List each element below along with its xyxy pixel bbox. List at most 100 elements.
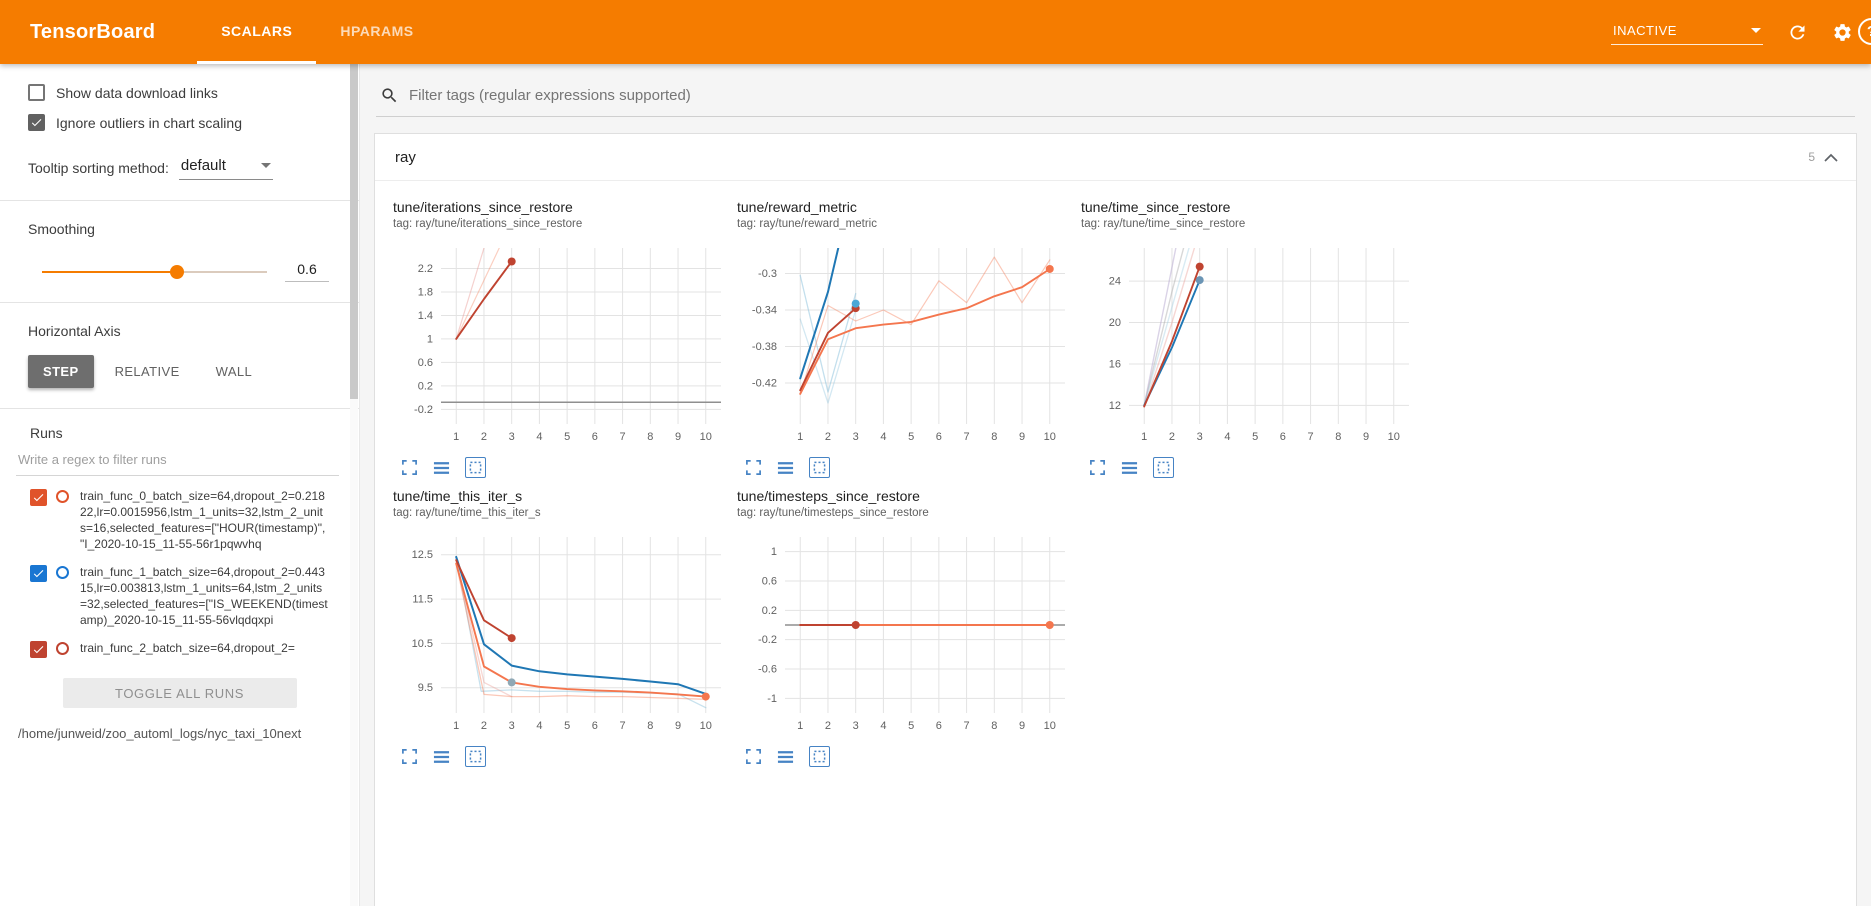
svg-text:10: 10 [1044, 431, 1056, 443]
expand-chart-icon[interactable] [401, 748, 418, 765]
option-label: Show data download links [56, 84, 218, 101]
toggle-all-runs-button[interactable]: TOGGLE ALL RUNS [62, 678, 297, 708]
charts-grid: tune/iterations_since_restore tag: ray/t… [375, 181, 1856, 777]
option-label: Ignore outliers in chart scaling [56, 114, 242, 131]
chart-plot[interactable]: 9.5 10.5 11.5 12.5 1 2 3 4 5 6 7 8 9 10 [393, 527, 737, 744]
svg-text:10: 10 [1388, 431, 1400, 443]
chart-plot[interactable]: -1 -0.6 -0.2 0.2 0.6 1 1 2 3 4 5 6 7 8 9 10 [737, 527, 1081, 744]
svg-text:1.4: 1.4 [418, 310, 433, 322]
expand-chart-icon[interactable] [401, 459, 418, 476]
run-checkbox[interactable] [30, 641, 47, 658]
run-radio[interactable] [56, 566, 69, 579]
checkbox-icon[interactable] [28, 114, 45, 131]
tooltip-sort-value: default [180, 157, 226, 174]
reload-status-value: INACTIVE [1613, 23, 1677, 38]
search-icon [382, 88, 397, 103]
fit-domain-icon[interactable] [1153, 457, 1174, 478]
svg-text:-0.38: -0.38 [752, 341, 777, 353]
chevron-down-icon [260, 163, 271, 168]
svg-text:3: 3 [509, 431, 515, 443]
svg-text:9.5: 9.5 [418, 682, 433, 694]
run-radio[interactable] [56, 642, 69, 655]
refresh-icon[interactable] [1787, 22, 1808, 43]
chart-card: tune/reward_metric tag: ray/tune/reward_… [737, 199, 1081, 478]
svg-text:1: 1 [427, 333, 433, 345]
tag-filter-input[interactable] [409, 87, 1851, 104]
run-selector-icon[interactable] [777, 750, 794, 764]
svg-text:1: 1 [453, 431, 459, 443]
reload-status-dropdown[interactable]: INACTIVE [1611, 19, 1763, 45]
chart-plot[interactable]: 12 16 20 24 1 2 3 4 5 6 7 8 9 10 [1081, 238, 1425, 455]
chart-card: tune/time_since_restore tag: ray/tune/ti… [1081, 199, 1425, 478]
run-checkbox[interactable] [30, 565, 47, 582]
svg-text:2: 2 [481, 431, 487, 443]
ignore-outliers-option[interactable]: Ignore outliers in chart scaling [28, 114, 331, 131]
category-name: ray [395, 148, 416, 166]
fit-domain-icon[interactable] [809, 746, 830, 767]
run-item[interactable]: train_func_1_batch_size=64,dropout_2=0.4… [30, 564, 343, 628]
chart-toolbar [393, 457, 737, 478]
chart-card: tune/time_this_iter_s tag: ray/tune/time… [393, 488, 737, 767]
svg-text:3: 3 [509, 720, 515, 732]
sidebar-scrollbar-thumb[interactable] [350, 64, 358, 399]
fit-domain-icon[interactable] [465, 457, 486, 478]
svg-text:4: 4 [880, 720, 886, 732]
svg-text:7: 7 [964, 431, 970, 443]
slider-fill [42, 270, 177, 273]
run-selector-icon[interactable] [433, 461, 450, 475]
help-glyph: ? [1867, 23, 1871, 40]
settings-gear-icon[interactable] [1832, 22, 1853, 43]
run-item[interactable]: train_func_2_batch_size=64,dropout_2= [30, 640, 343, 658]
tab-hparams[interactable]: HPARAMS [340, 22, 414, 39]
run-selector-icon[interactable] [1121, 461, 1138, 475]
svg-text:4: 4 [536, 431, 542, 443]
runs-filter-input[interactable] [16, 443, 339, 476]
fit-domain-icon[interactable] [465, 746, 486, 767]
chevron-down-icon [1751, 28, 1761, 33]
expand-chart-icon[interactable] [745, 459, 762, 476]
chart-tag: tag: ray/tune/timesteps_since_restore [737, 507, 929, 519]
svg-text:10: 10 [700, 431, 712, 443]
expand-chart-icon[interactable] [745, 748, 762, 765]
axis-step-button[interactable]: STEP [28, 355, 94, 388]
show-download-links-option[interactable]: Show data download links [28, 84, 331, 101]
chart-plot[interactable]: -0.42 -0.38 -0.34 -0.3 1 2 3 4 5 6 7 8 9 10 [737, 238, 1081, 455]
chart-toolbar [737, 746, 1081, 767]
checkbox-icon[interactable] [28, 84, 45, 101]
smoothing-label: Smoothing [28, 221, 95, 237]
svg-text:4: 4 [880, 431, 886, 443]
run-checkbox[interactable] [30, 489, 47, 506]
chart-tag: tag: ray/tune/reward_metric [737, 218, 877, 230]
svg-text:3: 3 [853, 720, 859, 732]
run-selector-icon[interactable] [777, 461, 794, 475]
tab-scalars[interactable]: SCALARS [197, 0, 317, 64]
svg-text:2: 2 [1169, 431, 1175, 443]
svg-text:4: 4 [536, 720, 542, 732]
tooltip-sort-select[interactable]: default [178, 155, 273, 180]
smoothing-value[interactable]: 0.6 [285, 261, 329, 282]
svg-text:3: 3 [853, 431, 859, 443]
app-header: TensorBoard SCALARS HPARAMS INACTIVE ? [0, 0, 1871, 64]
svg-text:1: 1 [797, 720, 803, 732]
run-radio[interactable] [56, 490, 69, 503]
svg-text:10.5: 10.5 [412, 638, 433, 650]
run-selector-icon[interactable] [433, 750, 450, 764]
expand-chart-icon[interactable] [1089, 459, 1106, 476]
run-item[interactable]: train_func_0_batch_size=64,dropout_2=0.2… [30, 488, 343, 552]
smoothing-slider[interactable] [42, 264, 267, 279]
svg-text:9: 9 [675, 720, 681, 732]
sidebar-scrollbar[interactable] [350, 64, 358, 906]
svg-text:4: 4 [1224, 431, 1230, 443]
category-header[interactable]: ray 5 [375, 134, 1856, 181]
collapse-category-icon[interactable] [1824, 153, 1838, 162]
chart-tag: tag: ray/tune/time_this_iter_s [393, 507, 541, 519]
axis-wall-button[interactable]: WALL [201, 355, 268, 388]
svg-text:2: 2 [481, 720, 487, 732]
main-content: ray 5 tune/iterations_since_restore tag:… [360, 64, 1871, 906]
svg-text:6: 6 [592, 431, 598, 443]
fit-domain-icon[interactable] [809, 457, 830, 478]
axis-relative-button[interactable]: RELATIVE [100, 355, 195, 388]
chart-plot[interactable]: -0.2 0.2 0.6 1 1.4 1.8 2.2 1 2 3 4 5 6 7 8 9 10 [393, 238, 737, 455]
slider-thumb[interactable] [170, 264, 184, 279]
svg-text:8: 8 [647, 431, 653, 443]
